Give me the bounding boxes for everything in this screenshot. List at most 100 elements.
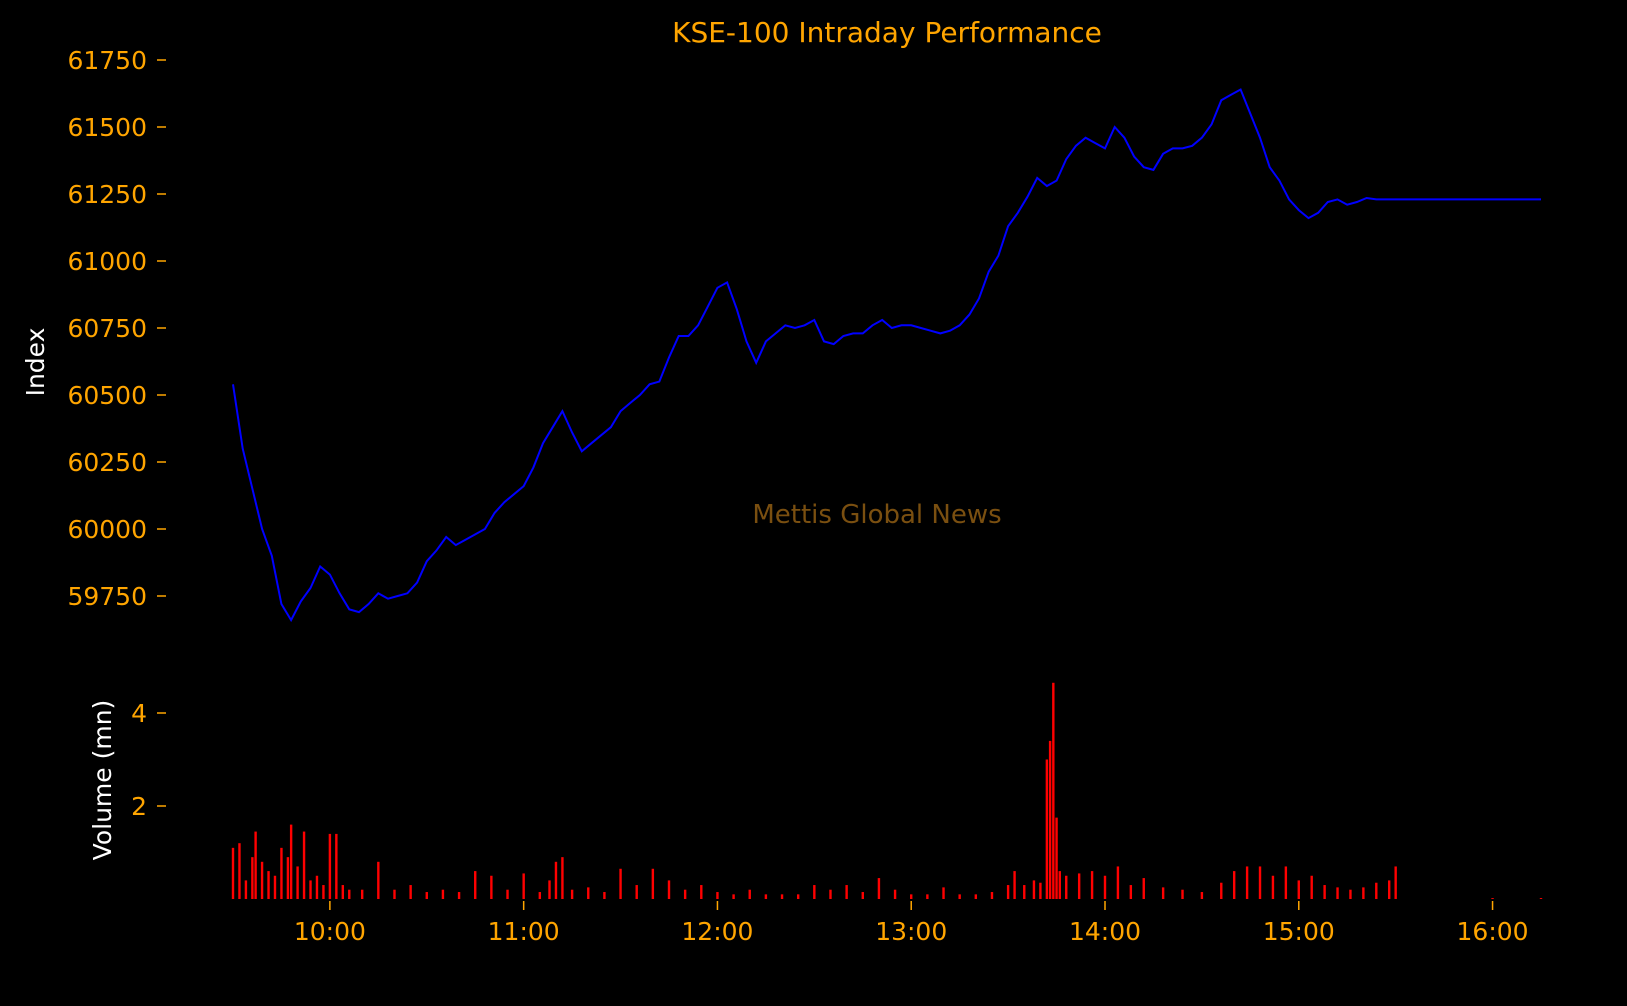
volume-bar [441, 889, 445, 899]
volume-bar [1065, 875, 1068, 899]
volume-axis-title: Volume (mn) [88, 700, 117, 861]
volume-bar [764, 894, 768, 899]
volume-bar [1271, 875, 1275, 899]
volume-bar [315, 875, 319, 899]
volume-bar [587, 887, 590, 899]
volume-bar [732, 894, 735, 899]
volume-bar [667, 880, 671, 899]
volume-bar [1375, 882, 1378, 899]
volume-bar [548, 880, 551, 899]
x-tick-label: 13:00 [875, 917, 947, 946]
volume-bar [309, 880, 312, 899]
volume-bar [238, 843, 241, 899]
volume-bar [1200, 892, 1204, 899]
volume-bar [1181, 889, 1184, 899]
volume-bar [796, 894, 800, 899]
time-x-axis: 10:00 11:00 12:00 13:00 14:00 15:00 16:00 [294, 901, 1529, 946]
volume-bar [393, 889, 396, 899]
volume-bar [877, 878, 881, 899]
volume-bar [280, 847, 283, 899]
volume-bar [1032, 880, 1036, 899]
volume-bar [254, 831, 257, 899]
volume-bar [1058, 871, 1061, 899]
volume-bar [457, 892, 461, 899]
volume-bar [289, 824, 293, 899]
x-tick-label: 11:00 [488, 917, 560, 946]
x-tick-label: 14:00 [1069, 917, 1141, 946]
volume-bar [910, 894, 913, 899]
volume-bar [958, 894, 961, 899]
index-ytick-label: 61000 [67, 247, 147, 276]
volume-ytick-label: 2 [131, 792, 147, 821]
index-ytick-label: 59750 [67, 582, 147, 611]
volume-bar [1220, 882, 1223, 899]
volume-bar [360, 889, 364, 899]
index-ytick-label: 60250 [67, 448, 147, 477]
volume-bar [348, 889, 351, 899]
volume-bar [244, 880, 248, 899]
volume-bar [1362, 887, 1365, 899]
chart-title: KSE-100 Intraday Performance [672, 16, 1102, 49]
x-tick-label: 15:00 [1263, 917, 1335, 946]
x-tick-label: 12:00 [681, 917, 753, 946]
volume-bar [700, 885, 703, 899]
volume-bar [286, 857, 290, 899]
index-ytick-label: 61250 [67, 180, 147, 209]
volume-bar [926, 894, 929, 899]
volume-bar [1039, 882, 1042, 899]
volume-bar [1023, 885, 1026, 899]
volume-bar [251, 857, 254, 899]
index-axis-title: Index [21, 328, 50, 397]
volume-bar [603, 892, 606, 899]
x-tick-label: 10:00 [294, 917, 366, 946]
volume-bar [829, 889, 832, 899]
volume-bar [1103, 875, 1107, 899]
volume-bar [1258, 866, 1262, 899]
volume-bar [474, 871, 477, 899]
volume-bar [1297, 880, 1300, 899]
volume-bar [425, 892, 428, 899]
volume-bar [561, 857, 564, 899]
volume-bar [506, 889, 509, 899]
volume-y-axis: 24 [131, 699, 166, 821]
volume-bar [341, 885, 345, 899]
volume-bar [635, 885, 638, 899]
index-ytick-label: 61750 [67, 46, 147, 75]
watermark: Mettis Global News [752, 500, 1001, 530]
volume-bar [942, 887, 945, 899]
volume-bar [1349, 889, 1352, 899]
volume-bar [322, 885, 325, 899]
index-y-axis: 59750 60000 60250 60500 60750 61000 61250 61500… [67, 46, 166, 611]
volume-bar [231, 847, 235, 899]
x-tick-label: 16:00 [1457, 917, 1529, 946]
volume-bar [377, 861, 380, 899]
volume-bar [1284, 866, 1288, 899]
volume-bar [1077, 873, 1081, 899]
volume-bar [522, 873, 525, 899]
volume-bar [1052, 682, 1055, 899]
volume-bar [1539, 898, 1543, 899]
volume-bar [861, 892, 864, 899]
volume-bar [1245, 866, 1249, 899]
volume-bar [893, 889, 897, 899]
volume-bar [1048, 740, 1052, 899]
volume-bar [490, 875, 493, 899]
volume-bars [231, 682, 1543, 899]
volume-bar [813, 885, 816, 899]
volume-bar [1055, 817, 1058, 899]
index-ytick-label: 60000 [67, 515, 147, 544]
index-ytick-label: 60750 [67, 314, 147, 343]
volume-bar [1336, 887, 1339, 899]
volume-bar [1013, 871, 1016, 899]
volume-bar [716, 892, 719, 899]
volume-bar [335, 833, 338, 899]
volume-bar [302, 831, 306, 899]
volume-bar [538, 892, 542, 899]
index-series-line [232, 88, 1541, 623]
volume-bar [619, 868, 622, 899]
volume-bar [1129, 885, 1133, 899]
volume-bar [974, 894, 978, 899]
volume-bar [1388, 880, 1391, 899]
